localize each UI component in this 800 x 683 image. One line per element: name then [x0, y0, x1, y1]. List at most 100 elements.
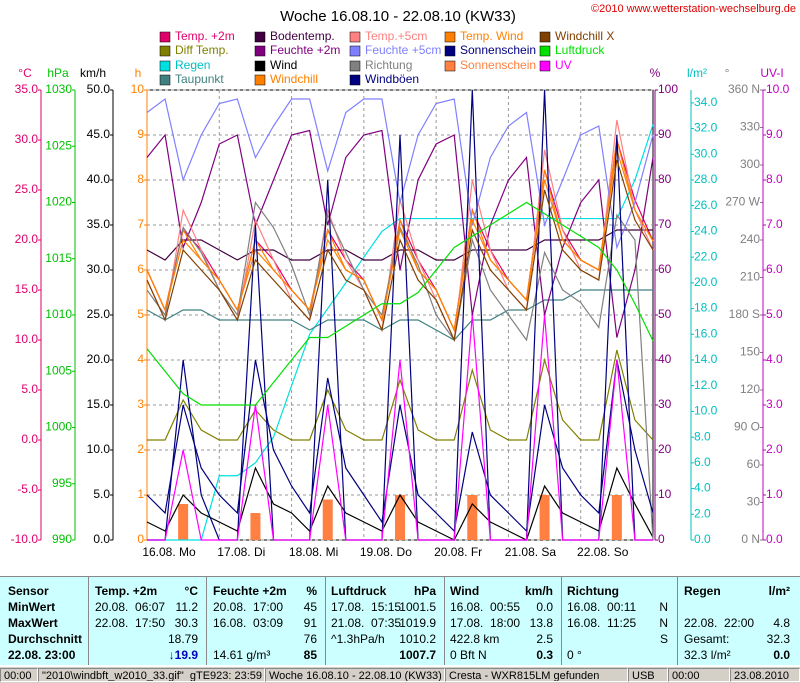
y-tick-label: 8 — [137, 172, 144, 186]
y-tick-label: 995 — [52, 476, 72, 490]
y-tick-label: 35.0 — [15, 82, 39, 96]
y-tick-label: 30.0 — [87, 262, 111, 276]
y-tick-label: 30 — [658, 397, 672, 411]
legend-swatch — [349, 60, 361, 72]
y-tick-label: 9 — [137, 127, 144, 141]
y-tick-label: 10 — [658, 487, 672, 501]
y-tick-label: 8.0 — [766, 172, 783, 186]
legend-swatch — [254, 74, 266, 86]
bar — [395, 495, 405, 540]
series-line — [146, 359, 654, 533]
y-tick-label: 1015 — [45, 251, 72, 265]
y-tick-label: 30.0 — [15, 132, 39, 146]
y-tick-label: 180 S — [729, 307, 760, 321]
table-header: % — [306, 584, 317, 598]
y-tick-label: 0 — [658, 532, 665, 546]
axis-unit: UV-I — [760, 66, 783, 80]
y-tick-label: -10.0 — [11, 532, 39, 546]
y-tick-label: 10.0 — [15, 332, 39, 346]
legend-label: Temp. Wind — [460, 29, 523, 43]
legend-swatch — [254, 60, 266, 72]
y-tick-label: 990 — [52, 532, 72, 546]
y-tick-label: 40 — [658, 352, 672, 366]
table-cell: Gesamt: — [684, 632, 730, 646]
y-tick-label: 330 — [740, 120, 760, 134]
y-tick-label: 300 — [740, 157, 760, 171]
copyright: ©2010 www.wetterstation-wechselburg.de — [591, 3, 796, 15]
table-cell: 2.5 — [536, 632, 553, 646]
series-line — [146, 139, 654, 333]
table-cell: 14.61 g/m³ — [213, 648, 271, 662]
y-tick-label: 14.0 — [694, 352, 718, 366]
legend-label: Taupunkt — [175, 72, 224, 86]
y-tick-label: 22.0 — [694, 249, 718, 263]
legend-swatch — [444, 60, 456, 72]
legend-swatch — [444, 31, 456, 43]
y-tick-label: 1030 — [45, 82, 72, 96]
axis-unit: % — [650, 66, 661, 80]
y-tick-label: 3 — [137, 397, 144, 411]
series-line — [146, 201, 654, 406]
table-header: Temp. +2m — [95, 584, 158, 598]
legend-label: Sonnenschein — [460, 58, 536, 72]
legend-label: Richtung — [365, 58, 412, 72]
legend-swatch — [444, 45, 456, 57]
legend-swatch — [539, 45, 551, 57]
legend-label: Bodentemp. — [270, 29, 335, 43]
row-label: MaxWert — [8, 616, 58, 630]
column-separator — [561, 577, 562, 665]
y-tick-label: 60 — [658, 262, 672, 276]
y-tick-label: 5.0 — [21, 382, 38, 396]
y-tick-label: 16.0 — [694, 326, 718, 340]
table-cell: 45 — [303, 600, 317, 614]
table-cell: 11.2 — [175, 600, 198, 614]
legend-label: Temp.+5cm — [365, 29, 427, 43]
y-tick-label: 25.0 — [87, 307, 111, 321]
legend-label: Diff Temp. — [175, 43, 229, 57]
y-tick-label: 26.0 — [694, 198, 718, 212]
series-line — [146, 289, 653, 341]
legend-label: Temp. +2m — [175, 29, 235, 43]
table-cell: 1007.7 — [399, 648, 436, 662]
bar — [178, 504, 189, 540]
table-cell: 13.8 — [529, 616, 553, 630]
bar — [250, 513, 261, 540]
legend-label: Windböen — [365, 72, 419, 86]
table-cell: 30.3 — [174, 616, 198, 630]
y-tick-label: 100 — [658, 82, 678, 96]
series-line — [146, 200, 654, 541]
table-header: Feuchte +2m — [213, 584, 287, 598]
legend-swatch — [539, 31, 551, 43]
y-tick-label: 20 — [658, 442, 672, 456]
y-tick-label: 360 N — [728, 82, 760, 96]
y-tick-label: 20.0 — [15, 232, 39, 246]
legend-label: Feuchte +2m — [270, 43, 340, 57]
y-tick-label: 70 — [658, 217, 672, 231]
chart: Woche 16.08.10 - 22.08.10 (KW33) ©2010 w… — [11, 3, 796, 559]
table-cell: ↓19.9 — [168, 648, 198, 662]
x-tick-label: 16.08. Mo — [142, 545, 196, 559]
status-bar: 00:00 "2010\windbft_w2010_33.gif" gTE923:… — [0, 667, 800, 683]
table-cell: 0.3 — [536, 648, 553, 662]
table-cell: 91 — [303, 616, 317, 630]
table-cell: 18.79 — [167, 632, 198, 646]
column-separator — [206, 577, 207, 665]
bar — [322, 499, 333, 540]
table-cell: 17.08. 18:00 — [450, 616, 521, 630]
series-line — [147, 124, 654, 541]
status-segment: 00:00 — [0, 668, 38, 682]
legend-label: Sonnenschein — [460, 43, 536, 57]
y-tick-label: 30.0 — [694, 146, 718, 160]
column-separator — [444, 577, 445, 665]
y-tick-label: 20.0 — [87, 352, 111, 366]
y-tick-label: 9.0 — [766, 127, 783, 141]
y-tick-label: 0.0 — [21, 432, 38, 446]
row-label: MinWert — [8, 600, 56, 614]
y-tick-label: 45.0 — [87, 127, 111, 141]
legend-label: Wind — [270, 58, 297, 72]
y-tick-label: 1 — [137, 487, 144, 501]
chart-title: Woche 16.08.10 - 22.08.10 (KW33) — [280, 8, 516, 25]
legend-swatch — [539, 60, 551, 72]
y-tick-label: 1020 — [45, 195, 72, 209]
table-cell: 0.0 — [536, 600, 553, 614]
